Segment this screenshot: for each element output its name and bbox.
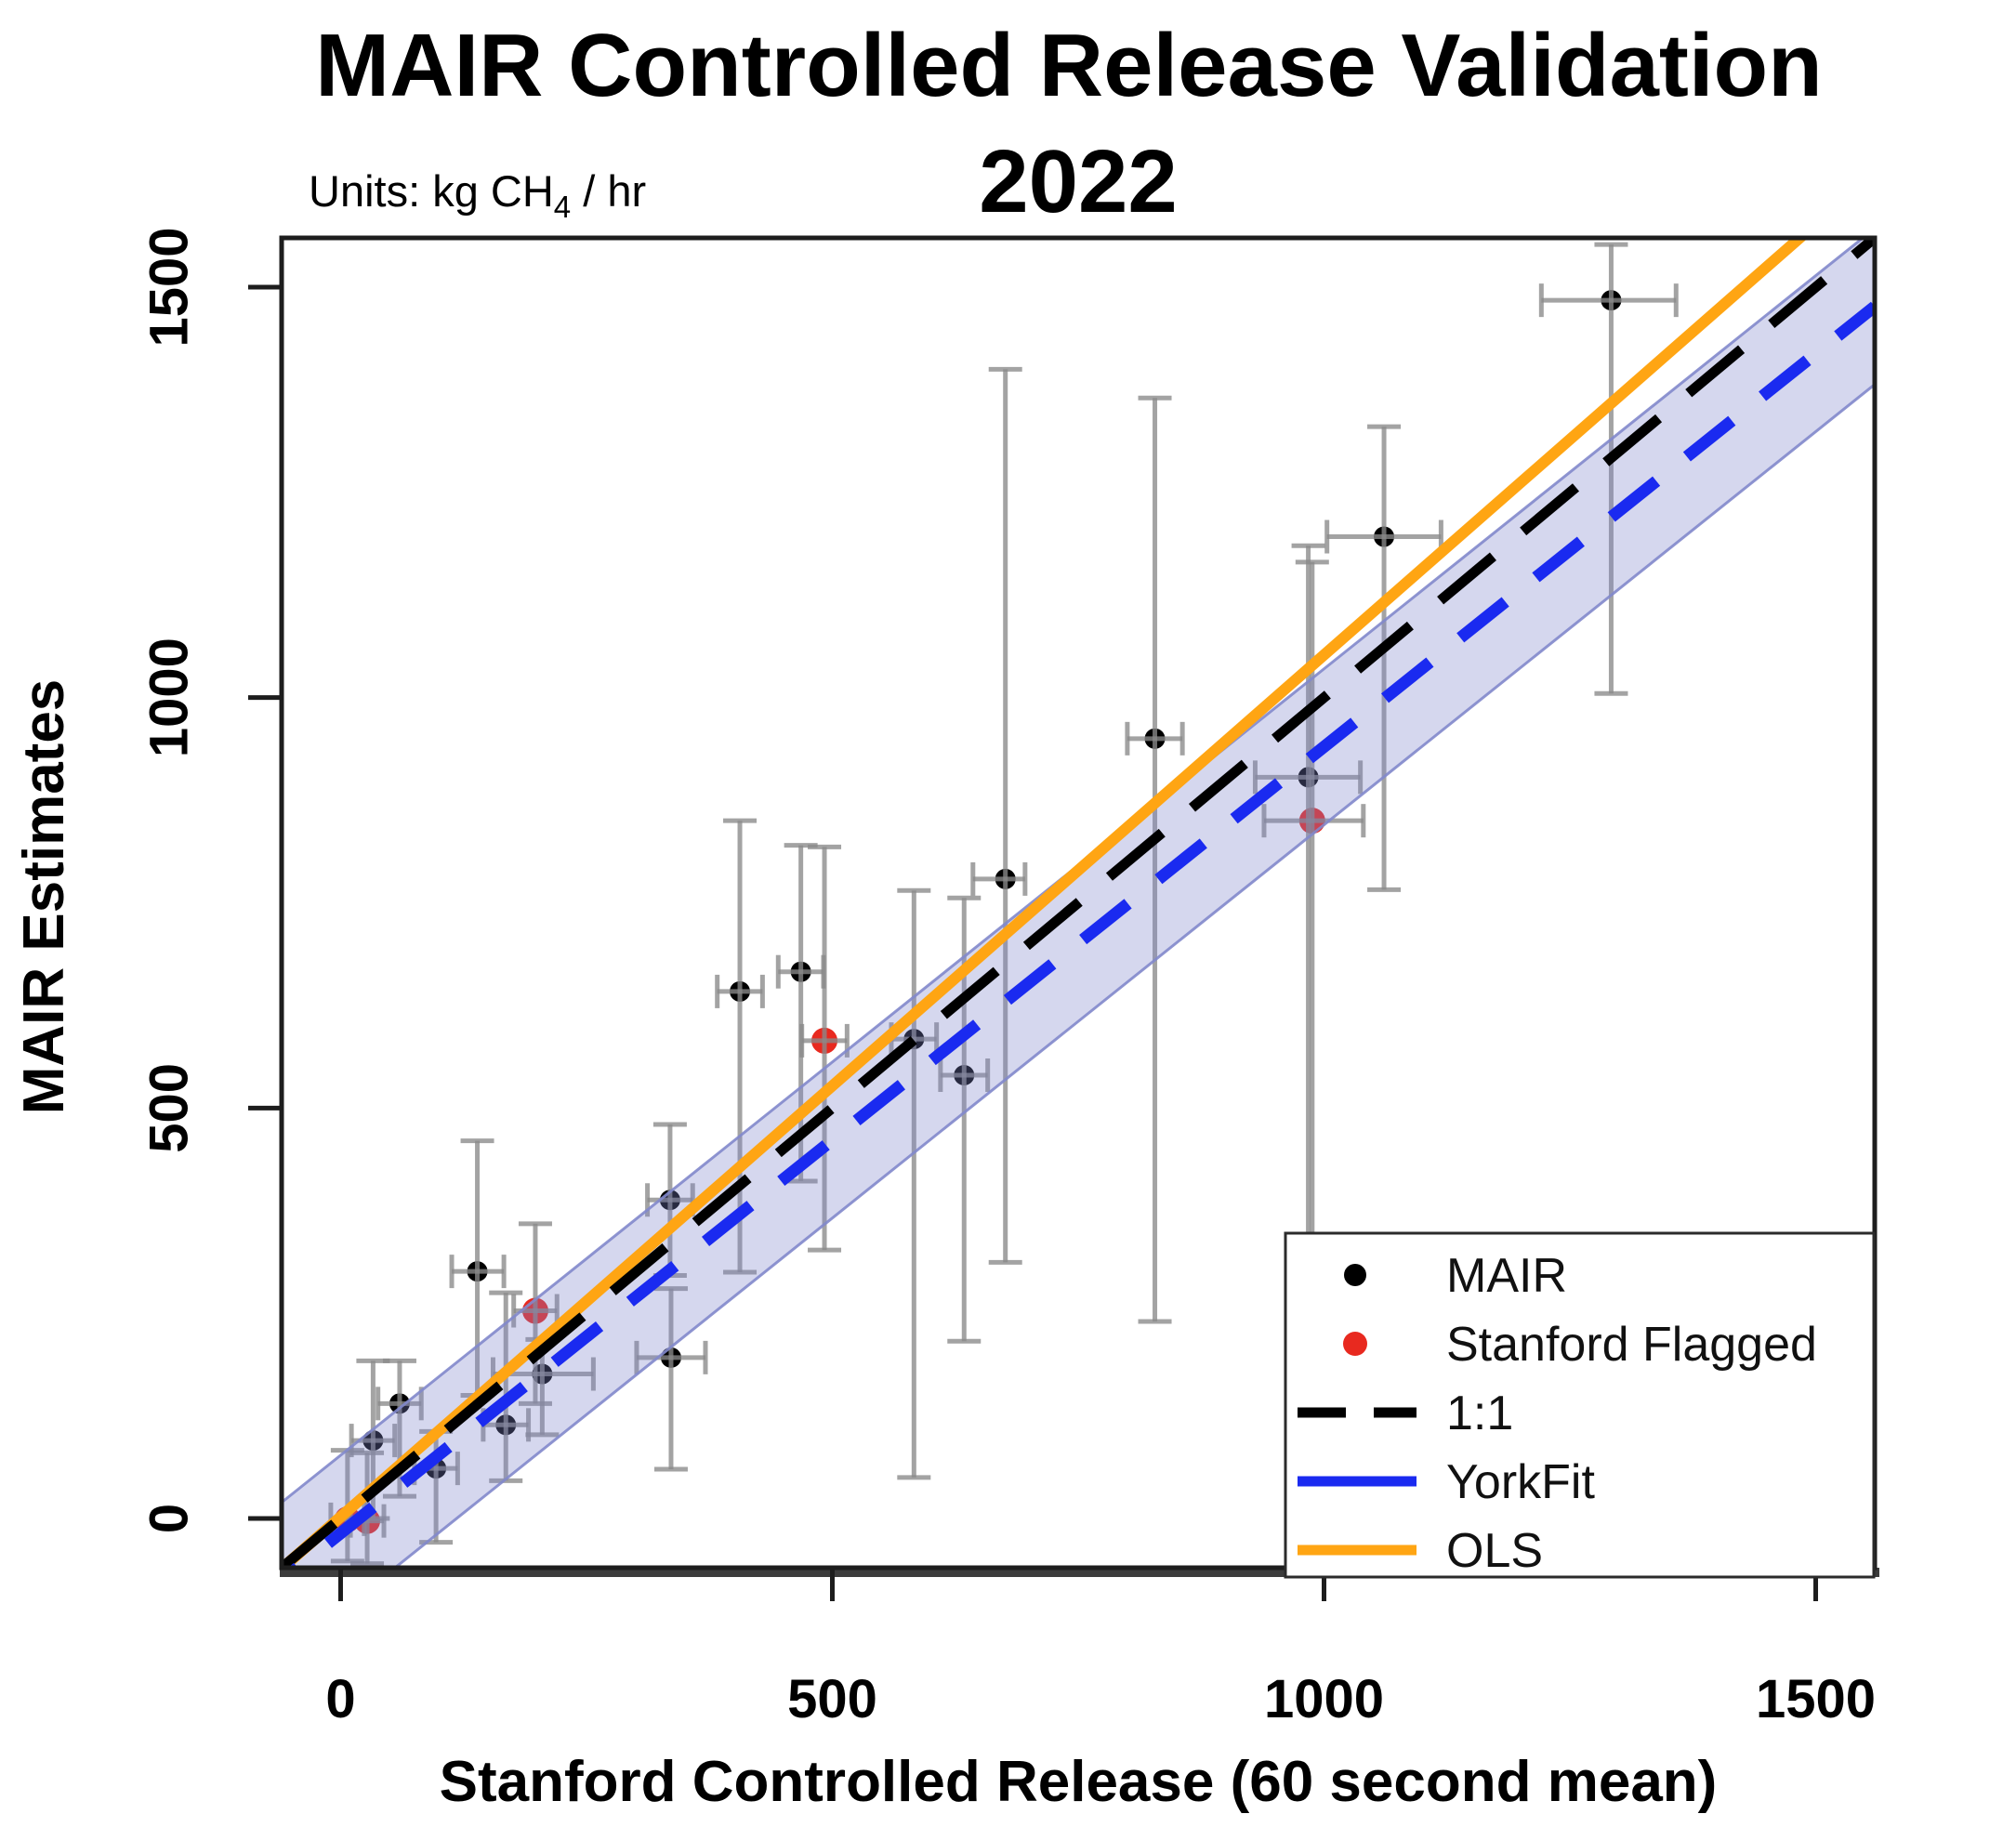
x-axis-label: Stanford Controlled Release (60 second m… [440, 1750, 1718, 1814]
legend-item-label: MAIR [1446, 1249, 1567, 1303]
chart-title-line1: MAIR Controlled Release Validation [315, 16, 1823, 115]
legend-item-label: YorkFit [1446, 1455, 1595, 1509]
y-axis-label: MAIR Estimates [12, 679, 76, 1115]
axes-layer: 0 500 1000 1500 0 500 1000 1500 [139, 227, 1879, 1729]
units-note: Units: kg CH4 / hr [309, 166, 646, 224]
plot-box [279, 235, 1878, 1571]
y-tick-label: 1000 [139, 637, 200, 757]
confidence-band-lower-edge [392, 383, 1875, 1568]
error-bars-layer [328, 242, 1679, 1567]
chart-title-line2: 2022 [979, 132, 1178, 231]
legend-symbol-flagged-point [1343, 1332, 1367, 1356]
legend-item-label: Stanford Flagged [1446, 1318, 1817, 1372]
y-tick-label: 1500 [139, 227, 200, 347]
x-tick-label: 0 [325, 1669, 355, 1729]
fit-lines-layer [282, 238, 1875, 1568]
y-tick-label: 0 [139, 1504, 200, 1533]
legend-item-label: OLS [1446, 1524, 1543, 1578]
fit-line-ols [282, 238, 1809, 1568]
fit-line-1-1 [282, 238, 1875, 1568]
x-tick-label: 1000 [1264, 1669, 1384, 1729]
x-tick-label: 1500 [1756, 1669, 1876, 1729]
legend-symbol-mair-point [1344, 1264, 1366, 1286]
legend: MAIR Stanford Flagged 1:1 YorkFit OLS [1284, 1231, 1876, 1579]
legend-item-label: 1:1 [1446, 1387, 1513, 1440]
x-tick-label: 500 [787, 1669, 877, 1729]
legend-box [1284, 1231, 1876, 1579]
y-tick-label: 500 [139, 1063, 200, 1153]
